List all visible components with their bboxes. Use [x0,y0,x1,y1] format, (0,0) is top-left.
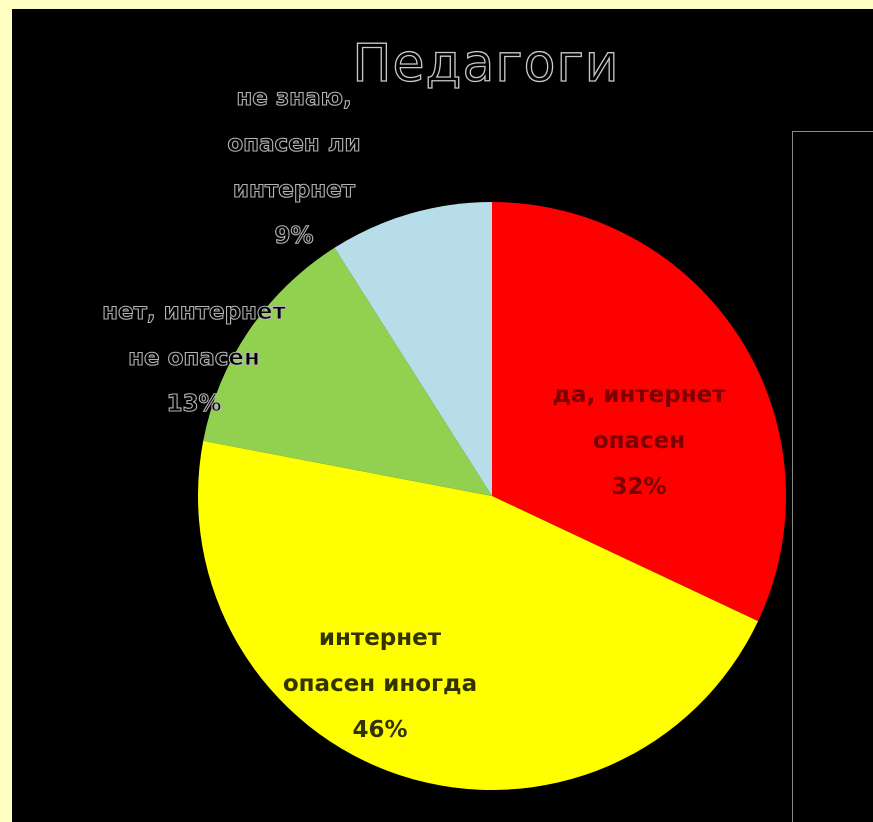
slice-label-line: да, интернет [552,382,726,408]
slice-value-label: 13% [166,391,221,417]
slice-label-line: опасен ли [227,131,360,157]
chart-title: Педагоги [352,34,619,94]
pie-chart: да, интернет опасен 32% интернет опасен иног… [12,9,873,822]
slice-label-line: опасен иногда [283,671,477,697]
slide: да, интернет опасен 32% интернет опасен иног… [12,9,873,822]
slice-value-label: 32% [611,474,666,500]
slice-label-line: интернет [319,625,442,651]
slice-label-line: нет, интернет [102,299,286,325]
slice-label-dont-know: не знаю, опасен ли интернет 9% [227,85,360,249]
slice-value-label: 9% [274,223,313,249]
slice-value-label: 46% [352,717,407,743]
pie-slices [198,202,786,790]
slice-label-line: опасен [593,428,685,454]
slice-label-line: не опасен [128,345,260,371]
slice-label-line: не знаю, [236,85,351,111]
slice-label-line: интернет [233,177,356,203]
